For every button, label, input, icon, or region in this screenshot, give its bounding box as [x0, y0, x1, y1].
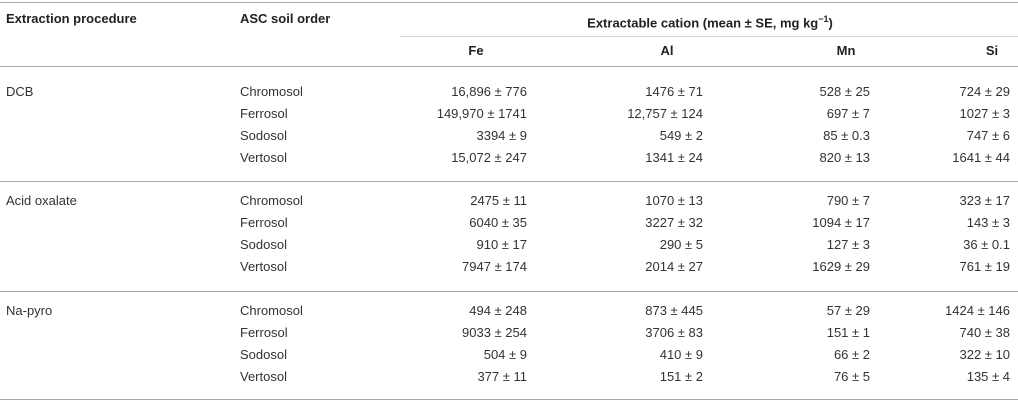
cell-fe: 494 ± 248 [469, 303, 527, 318]
column-header-mn: Mn [836, 43, 856, 58]
cell-fe: 7947 ± 174 [462, 259, 527, 274]
column-header-fe: Fe [468, 43, 484, 58]
cell-mn: 127 ± 3 [826, 237, 870, 252]
cell-mn: 1629 ± 29 [812, 259, 870, 274]
cell-mn: 528 ± 25 [819, 84, 870, 99]
header-extractable-cation: Extractable cation (mean ± SE, mg kg−1) [587, 11, 833, 31]
cell-si: 323 ± 17 [959, 193, 1010, 208]
group-divider [0, 291, 1018, 292]
cell-al: 2014 ± 27 [645, 259, 703, 274]
top-rule [0, 2, 1018, 3]
cell-soil-order: Vertosol [240, 369, 287, 384]
cell-al: 873 ± 445 [645, 303, 703, 318]
cell-fe: 910 ± 17 [476, 237, 527, 252]
cell-fe: 6040 ± 35 [469, 215, 527, 230]
cell-soil-order: Sodosol [240, 237, 287, 252]
procedure-label: Acid oxalate [6, 193, 77, 208]
cell-si: 322 ± 10 [959, 347, 1010, 362]
header-rule [0, 66, 1018, 67]
group-header-underline [400, 36, 1018, 37]
cell-al: 290 ± 5 [659, 237, 703, 252]
column-header-si: Si [985, 43, 999, 58]
header-extraction-procedure: Extraction procedure [6, 11, 137, 26]
cell-si: 143 ± 3 [966, 215, 1010, 230]
cell-mn: 151 ± 1 [826, 325, 870, 340]
cell-fe: 16,896 ± 776 [451, 84, 527, 99]
cell-si: 135 ± 4 [966, 369, 1010, 384]
cell-al: 410 ± 9 [659, 347, 703, 362]
cell-mn: 66 ± 2 [833, 347, 870, 362]
cell-al: 3706 ± 83 [645, 325, 703, 340]
cell-al: 3227 ± 32 [645, 215, 703, 230]
cell-soil-order: Ferrosol [240, 325, 288, 340]
bottom-rule [0, 399, 1018, 400]
cell-soil-order: Ferrosol [240, 215, 288, 230]
cell-mn: 85 ± 0.3 [823, 128, 870, 143]
cell-soil-order: Vertosol [240, 150, 287, 165]
cell-mn: 697 ± 7 [826, 106, 870, 121]
cell-soil-order: Sodosol [240, 128, 287, 143]
cell-fe: 377 ± 11 [477, 369, 527, 384]
cell-fe: 15,072 ± 247 [451, 150, 527, 165]
cell-mn: 76 ± 5 [833, 369, 870, 384]
cell-si: 1641 ± 44 [952, 150, 1010, 165]
header-close-paren: ) [828, 15, 833, 31]
cell-soil-order: Chromosol [240, 84, 303, 99]
procedure-label: DCB [6, 84, 34, 99]
cell-si: 1027 ± 3 [959, 106, 1010, 121]
cell-fe: 149,970 ± 1741 [436, 106, 527, 121]
cell-si: 1424 ± 146 [945, 303, 1010, 318]
procedure-label: Na-pyro [6, 303, 53, 318]
cell-soil-order: Sodosol [240, 347, 287, 362]
cell-si: 36 ± 0.1 [963, 237, 1010, 252]
cell-al: 1070 ± 13 [645, 193, 703, 208]
cell-mn: 1094 ± 17 [812, 215, 870, 230]
cell-al: 151 ± 2 [659, 369, 703, 384]
column-header-al: Al [660, 43, 674, 58]
cell-si: 724 ± 29 [959, 84, 1010, 99]
cell-soil-order: Vertosol [240, 259, 287, 274]
group-divider [0, 181, 1018, 182]
cell-al: 549 ± 2 [659, 128, 703, 143]
cell-fe: 9033 ± 254 [462, 325, 527, 340]
cell-mn: 790 ± 7 [826, 193, 870, 208]
unit-exponent: −1 [818, 14, 829, 24]
header-extractable-cation-text: Extractable cation (mean ± SE, mg kg [587, 15, 819, 31]
cell-si: 761 ± 19 [959, 259, 1010, 274]
cell-mn: 820 ± 13 [819, 150, 870, 165]
cell-si: 747 ± 6 [966, 128, 1010, 143]
cell-mn: 57 ± 29 [826, 303, 870, 318]
cell-soil-order: Chromosol [240, 193, 303, 208]
cell-soil-order: Ferrosol [240, 106, 288, 121]
cell-al: 1476 ± 71 [645, 84, 703, 99]
cell-al: 1341 ± 24 [645, 150, 703, 165]
header-asc-soil-order: ASC soil order [240, 11, 331, 26]
cell-fe: 3394 ± 9 [476, 128, 527, 143]
cell-fe: 504 ± 9 [483, 347, 527, 362]
cell-soil-order: Chromosol [240, 303, 303, 318]
cell-si: 740 ± 38 [959, 325, 1010, 340]
cell-al: 12,757 ± 124 [627, 106, 703, 121]
cell-fe: 2475 ± 11 [470, 193, 527, 208]
